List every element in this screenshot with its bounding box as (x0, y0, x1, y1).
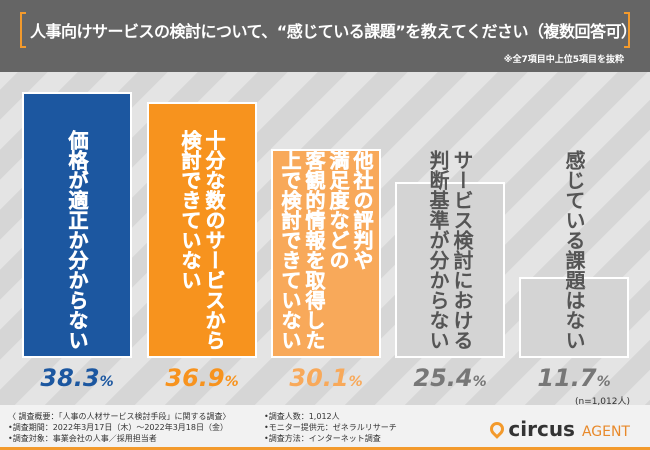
chart-title: 人事向けサービスの検討について、“感じている課題”を教えてください（複数回答可） (30, 22, 637, 41)
bracket-left (20, 12, 26, 48)
value-label: 38.3% (40, 364, 114, 392)
bracket-right (624, 12, 630, 48)
category-label: 十分な数のサービスから 検討できていない (178, 130, 227, 351)
survey-summary: 〈 調査概要：「人事の人材サービス検討手段」に関する調査〉 •調査期間：2022… (8, 412, 231, 443)
category-label: 感じている課題はない (562, 150, 586, 350)
value-label: 11.7% (537, 364, 611, 392)
header: 人事向けサービスの検討について、“感じている課題”を教えてください（複数回答可）… (0, 0, 650, 72)
sample-size: (n=1,012人) (574, 397, 630, 407)
value-label: 36.9% (165, 364, 239, 392)
bar-1: 価格が適正か分からない (22, 92, 132, 358)
bar-3: 他社の評判や 満足度などの 客観的情報を取得した 上で検討できていない (271, 148, 381, 358)
value-label: 30.1% (289, 364, 363, 392)
logo: circus AGENT (487, 417, 630, 441)
pin-icon (487, 419, 508, 439)
chart-subtitle: ※全7項目中上位5項目を抜粋 (503, 55, 624, 65)
category-label: 他社の評判や 満足度などの 客観的情報を取得した 上で検討できていない (278, 150, 375, 351)
value-label: 25.4% (413, 364, 487, 392)
category-label: サービス検討における 判断基準が分からない (426, 150, 474, 350)
bar-5: 感じている課題はない (519, 150, 629, 358)
footer: 〈 調査概要：「人事の人材サービス検討手段」に関する調査〉 •調査期間：2022… (0, 405, 650, 450)
survey-details: •調査人数：1,012人 •モニター提供元：ゼネラルリサーチ •調査方法：インタ… (264, 412, 397, 443)
bar-4: サービス検討における 判断基準が分からない (395, 150, 505, 358)
bar-2: 十分な数のサービスから 検討できていない (147, 101, 257, 358)
category-label: 価格が適正か分からない (65, 130, 90, 351)
